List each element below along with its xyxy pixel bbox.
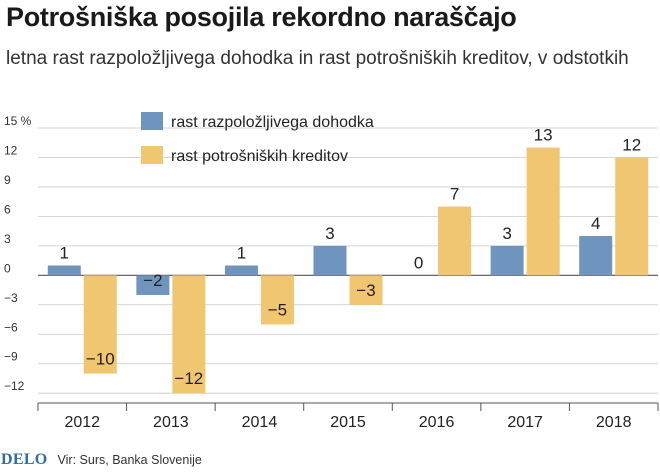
data-label: 13 xyxy=(534,126,553,145)
data-label: −12 xyxy=(174,369,203,388)
gridlines xyxy=(38,127,658,394)
y-tick-label: −6 xyxy=(4,320,18,334)
y-tick-label: −3 xyxy=(4,291,18,305)
data-label: −3 xyxy=(356,281,375,300)
y-tick-label: 12 xyxy=(4,143,18,157)
bar xyxy=(526,147,560,276)
y-tick-label: −9 xyxy=(4,350,18,364)
bar xyxy=(260,275,294,325)
data-label: 12 xyxy=(622,135,641,154)
legend-swatch xyxy=(141,112,163,130)
x-tick-label: 2016 xyxy=(419,414,455,431)
data-label: 1 xyxy=(60,244,69,263)
y-tick-label: 9 xyxy=(4,173,11,187)
data-label: 1 xyxy=(237,244,246,263)
bar xyxy=(438,206,472,276)
bar xyxy=(83,275,117,374)
data-label: 0 xyxy=(414,253,423,272)
y-tick-label: 6 xyxy=(4,202,11,216)
bar xyxy=(172,275,206,394)
bar xyxy=(579,236,613,276)
data-label: 7 xyxy=(450,185,459,204)
bar xyxy=(136,275,170,295)
source-note: Vir: Surs, Banka Slovenije xyxy=(57,453,202,467)
data-label: −2 xyxy=(143,271,162,290)
bar xyxy=(313,245,347,276)
bar xyxy=(47,265,81,276)
bar xyxy=(490,245,524,276)
x-tick-label: 2018 xyxy=(596,414,632,431)
y-tick-label: −12 xyxy=(4,379,25,393)
y-tick-label: 3 xyxy=(4,232,11,246)
data-labels: 1 −10 −2 −12 1 −5 3 −3 0 7 3 13 4 12 xyxy=(60,126,642,389)
chart-subtitle: letna rast razpoložljivega dohodka in ra… xyxy=(6,48,629,69)
bars xyxy=(47,147,649,394)
x-tick-label: 2013 xyxy=(153,414,189,431)
legend-label: rast razpoložljivega dohodka xyxy=(171,114,374,131)
data-label: 3 xyxy=(325,224,334,243)
x-tick-label: 2012 xyxy=(64,414,100,431)
bar xyxy=(615,157,649,276)
data-label: −5 xyxy=(268,300,287,319)
legend: rast razpoložljivega dohodka rast potrošn… xyxy=(141,112,374,165)
data-label: 4 xyxy=(591,214,600,233)
bar xyxy=(224,265,258,276)
x-tick-label: 2015 xyxy=(330,414,366,431)
legend-swatch xyxy=(141,146,163,164)
y-axis: 15 % 12 9 6 3 0 −3 −6 −9 −12 xyxy=(4,114,32,393)
bar xyxy=(349,275,383,305)
legend-label: rast potrošniških kreditov xyxy=(171,148,348,165)
x-tick-label: 2017 xyxy=(507,414,543,431)
chart-title: Potrošniška posojila rekordno naraščajo xyxy=(6,2,517,32)
data-label: −10 xyxy=(86,350,115,369)
y-tick-label: 0 xyxy=(4,261,11,275)
data-label: 3 xyxy=(502,224,511,243)
publisher-logo: DELO xyxy=(1,451,48,468)
footer: DELO Vir: Surs, Banka Slovenije xyxy=(0,451,202,469)
x-axis: 2012 2013 2014 2015 2016 2017 2018 xyxy=(37,402,659,431)
y-tick-label: 15 % xyxy=(4,114,32,128)
x-tick-label: 2014 xyxy=(242,414,278,431)
